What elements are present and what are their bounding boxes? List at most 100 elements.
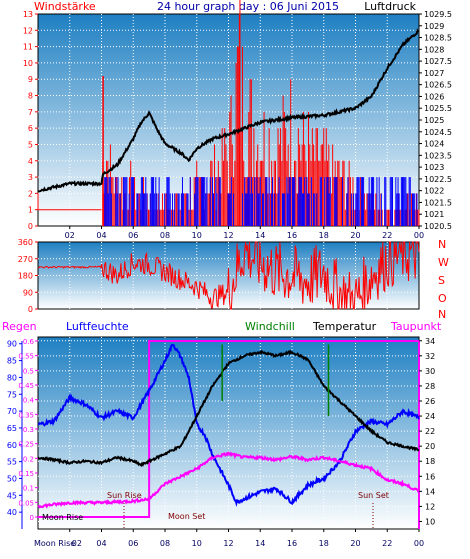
temp-tick-label: 28 [425,382,435,391]
dir-tick-label: 180 [18,272,33,281]
humidity-tick-label: 85 [7,357,17,366]
left-tick-label: 1 [28,206,33,215]
dir-tick-label: 270 [18,255,33,264]
panel1-right-axis: 1020.5 1021 1021.5 1022 1022.5 1023 1023.5 1024… [419,10,452,231]
rain-tick-label: 0.25 [18,441,34,449]
windstaerke-label: Windstärke [34,0,96,13]
time-tick-label: 00 [414,231,424,240]
humidity-line [37,343,420,507]
time-tick-label: 22 [382,231,392,240]
left-tick-label: 4 [28,157,33,166]
rain-tick-label: 0.05 [18,499,34,507]
time-tick-label: 18 [319,231,329,240]
moon-set-annotation: Moon Set [168,512,205,521]
time-tick-label: 06 [128,231,138,240]
time-tick-label: 04 [96,231,106,240]
humidity-tick-label: 65 [7,424,17,433]
left-tick-label: 12 [23,26,33,35]
temp-tick-label: 18 [425,457,435,466]
rain-tick-label: 0.1 [23,485,34,493]
right-tick-label: 1020.5 [424,222,452,231]
compass-letter: S [438,274,445,287]
left-tick-label: 0 [28,222,33,231]
windchill-label: Windchill [245,320,295,333]
time-tick-label: 08 [160,539,170,548]
left-tick-label: 6 [28,124,33,133]
temp-tick-label: 16 [425,472,435,481]
time-tick-label: 14 [255,539,265,548]
sun-set-annotation: Sun Set [358,491,389,500]
chart-title: 24 hour graph day : 06 Juni 2015 [157,0,339,13]
temperatur-label: Temperatur [312,320,377,333]
right-tick-label: 1026.5 [424,81,452,90]
right-tick-label: 1021 [424,210,444,219]
humidity-tick-label: 90 [7,340,17,349]
compass-letter: W [438,256,449,269]
panel3-humidity-axis: 40 45 50 55 60 65 70 75 80 85 90 [7,340,23,529]
time-tick-label: 20 [350,539,360,548]
pressure-line [38,28,420,193]
time-tick-label: 18 [319,539,329,548]
dir-tick-label: 90 [23,288,33,297]
temp-tick-label: 12 [425,502,435,511]
regen-label: Regen [2,320,37,333]
panel3-time-axis: 04 06 08 10 12 14 16 18 20 22 00 02 [69,529,424,548]
right-tick-label: 1023 [424,163,444,172]
rain-tick-label: 0.5 [23,367,34,375]
right-tick-label: 1025.5 [424,104,452,113]
left-tick-label: 11 [23,43,33,52]
temp-tick-label: 34 [425,337,435,346]
right-tick-label: 1024.5 [424,128,452,137]
time-tick-label: 00 [414,539,424,548]
time-tick-label: 08 [160,231,170,240]
windchill-markers [221,344,330,417]
rain-tick-label: 0 [30,514,34,522]
rain-tick-label: 0.4 [23,397,35,405]
humidity-tick-label: 50 [7,474,17,483]
rain-tick-label: 0.45 [18,382,34,390]
humidity-tick-label: 60 [7,441,17,450]
time-tick-label: 16 [287,231,297,240]
left-tick-label: 2 [28,189,33,198]
temp-tick-label: 20 [425,442,435,451]
right-tick-label: 1024 [424,140,444,149]
temp-tick-label: 14 [425,487,435,496]
time-tick-label: 20 [350,231,360,240]
right-tick-label: 1027.5 [424,57,452,66]
rain-tick-label: 0.6 [23,338,35,346]
sun-rise-annotation: Sun Rise [107,491,142,500]
humidity-tick-label: 80 [7,373,17,382]
panel3-temperature-axis: 10 12 14 16 18 20 22 24 26 28 30 32 34 [419,337,435,526]
rain-tick-label: 0.55 [18,353,34,361]
time-tick-label: 14 [255,231,265,240]
dir-tick-label: 0 [28,305,33,314]
left-tick-label: 13 [23,10,33,19]
luftdruck-label: Luftdruck [364,0,416,13]
rain-tick-label: 0.35 [18,411,34,419]
time-tick-label: 22 [382,539,392,548]
humidity-tick-label: 75 [7,390,17,399]
left-tick-label: 3 [28,173,33,182]
time-tick-label: 10 [192,231,202,240]
right-tick-label: 1029.5 [424,10,452,19]
right-tick-label: 1028 [424,45,444,54]
time-tick-label: 06 [128,539,138,548]
temp-tick-label: 22 [425,427,435,436]
luftfeuchte-label: Luftfeuchte [66,320,129,333]
wind-direction-line [37,241,420,310]
right-tick-label: 1022 [424,187,444,196]
temp-tick-label: 10 [425,517,435,526]
panel2-left-axis: 0 90 180 270 360 [18,238,38,314]
panel1-wind-dir-bars [104,177,418,226]
humidity-tick-label: 55 [7,458,17,467]
temp-tick-label: 30 [425,367,435,376]
left-tick-label: 8 [28,92,33,101]
compass-letter: O [438,292,447,305]
humidity-tick-label: 70 [7,407,17,416]
right-tick-label: 1022.5 [424,175,452,184]
compass-letter: N [438,308,446,321]
panel1-time-axis: 02 04 06 08 10 12 14 16 18 20 22 00 [65,226,424,240]
